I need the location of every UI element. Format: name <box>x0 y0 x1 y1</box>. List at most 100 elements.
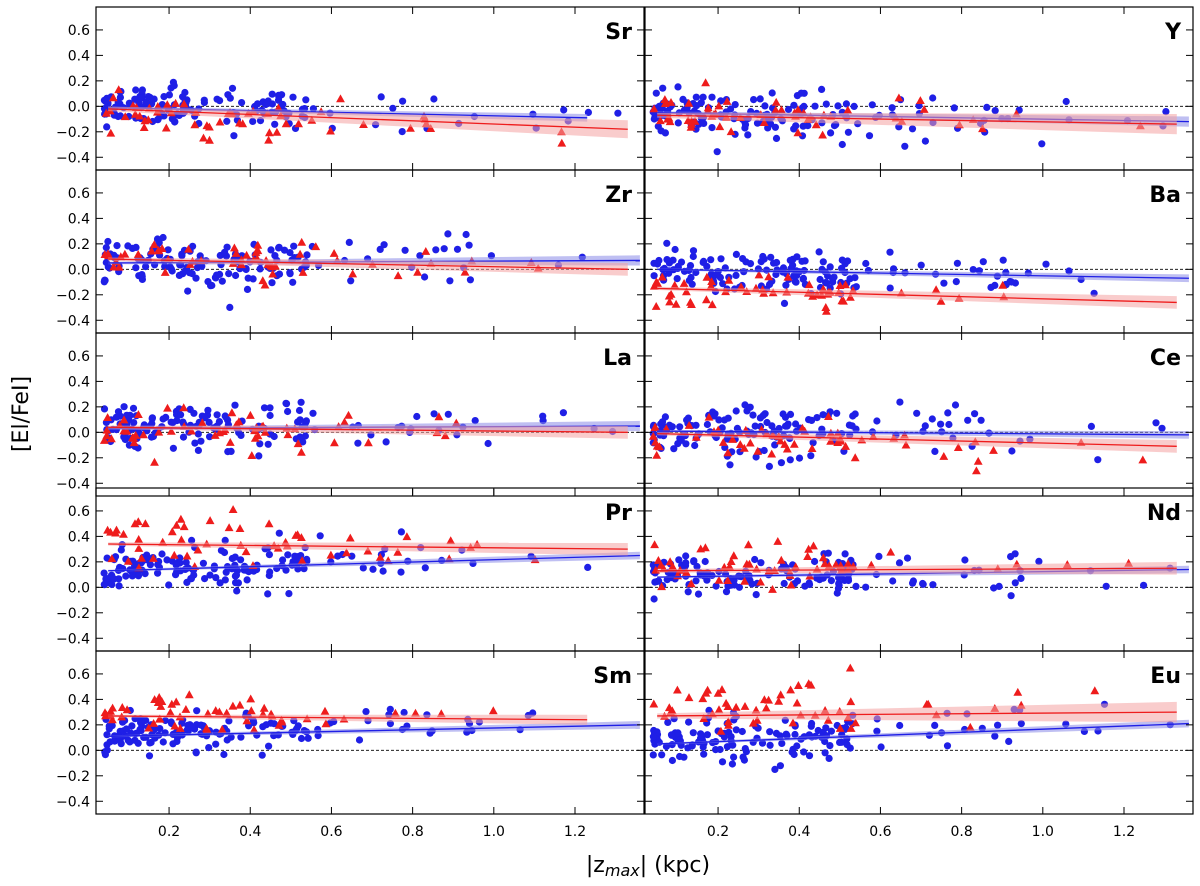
blue-data-point <box>677 258 686 266</box>
blue-data-point <box>716 745 724 754</box>
red-data-point <box>806 680 816 689</box>
blue-data-point <box>362 708 370 716</box>
red-data-point <box>846 697 856 706</box>
red-data-point <box>260 280 270 289</box>
y-tick-label: −0.4 <box>56 794 90 810</box>
blue-data-point <box>683 416 691 424</box>
red-data-point <box>843 105 853 114</box>
blue-data-point <box>134 739 142 747</box>
blue-data-point <box>659 84 667 92</box>
blue-data-point <box>194 446 202 454</box>
blue-data-point <box>669 256 677 264</box>
red-data-point <box>972 466 981 475</box>
red-data-point <box>264 135 273 144</box>
blue-data-point <box>237 556 245 564</box>
blue-data-point <box>138 94 146 102</box>
blue-data-point <box>1065 267 1073 275</box>
blue-data-point <box>584 563 592 572</box>
panel-sr: −0.4 −0.2 0.0 0.2 0.4 0.6 Sr <box>56 6 645 171</box>
blue-data-point <box>282 399 290 407</box>
red-data-point <box>835 723 845 732</box>
blue-data-point <box>961 556 969 564</box>
blue-data-point <box>369 565 377 573</box>
blue-data-point <box>790 125 798 133</box>
blue-data-point <box>699 93 707 101</box>
blue-data-point <box>303 251 311 259</box>
blue-data-point <box>1005 737 1013 746</box>
blue-data-point <box>917 261 925 269</box>
red-data-point <box>650 423 660 432</box>
red-data-point <box>434 412 444 421</box>
blue-data-point <box>991 107 999 115</box>
blue-data-point <box>735 583 744 591</box>
blue-data-point <box>851 274 859 282</box>
blue-data-point <box>903 554 912 562</box>
blue-data-point <box>800 748 808 756</box>
blue-data-point <box>929 581 937 589</box>
blue-data-point <box>1087 422 1095 430</box>
x-tick-label: 0.6 <box>869 824 891 840</box>
blue-data-point <box>170 82 178 90</box>
blue-data-point <box>291 552 299 560</box>
blue-data-point <box>689 729 697 737</box>
blue-data-point <box>650 259 658 267</box>
blue-data-point <box>359 564 367 572</box>
red-data-point <box>172 520 181 529</box>
red-data-point <box>326 126 335 135</box>
red-fit-line <box>108 426 628 433</box>
red-data-point <box>660 99 670 107</box>
blue-data-point <box>465 241 473 249</box>
panel-nd: Nd <box>644 487 1194 652</box>
panel-plot-area <box>96 230 644 311</box>
red-data-point <box>139 123 149 131</box>
red-data-point <box>169 550 179 559</box>
red-data-point <box>851 718 860 727</box>
blue-data-point <box>159 415 167 423</box>
blue-data-point <box>194 430 202 438</box>
x-tick-label: 0.8 <box>401 824 423 840</box>
red-data-point <box>673 685 682 694</box>
blue-data-point <box>786 256 794 264</box>
blue-data-point <box>811 557 819 566</box>
blue-data-point <box>295 406 304 415</box>
element-label: Nd <box>1147 501 1181 526</box>
blue-data-point <box>821 749 829 757</box>
blue-data-point <box>773 258 781 267</box>
red-data-point <box>297 447 306 456</box>
blue-data-point <box>953 259 962 267</box>
red-data-point <box>344 410 353 419</box>
blue-data-point <box>692 421 700 429</box>
red-data-point <box>670 280 680 289</box>
blue-fit-line <box>657 722 1189 745</box>
blue-data-point <box>679 95 687 103</box>
red-data-point <box>246 706 256 715</box>
blue-data-point <box>746 403 754 411</box>
y-tick-label: 0.2 <box>68 400 90 416</box>
blue-data-point <box>684 744 692 752</box>
blue-data-point <box>237 733 245 741</box>
blue-data-point <box>827 129 835 137</box>
panel-frame <box>644 6 1194 171</box>
red-data-point <box>117 703 127 711</box>
red-data-point <box>665 297 674 306</box>
blue-data-point <box>131 95 139 103</box>
blue-data-point <box>296 433 304 441</box>
blue-data-point <box>122 572 130 580</box>
red-data-point <box>660 95 670 103</box>
blue-data-point <box>192 274 200 282</box>
y-tick-label: 0.6 <box>68 504 90 520</box>
blue-data-point <box>786 456 794 464</box>
blue-data-point <box>995 582 1003 591</box>
red-data-point <box>413 267 422 276</box>
blue-data-point <box>169 740 177 748</box>
blue-data-point <box>694 590 703 598</box>
blue-data-point <box>212 574 220 582</box>
blue-data-point <box>811 102 819 110</box>
blue-data-point <box>901 142 909 150</box>
blue-data-point <box>271 252 279 260</box>
blue-data-point <box>687 273 695 282</box>
blue-data-point <box>187 575 195 583</box>
red-data-point <box>215 117 225 126</box>
blue-data-point <box>852 582 860 591</box>
blue-data-point <box>113 242 121 250</box>
